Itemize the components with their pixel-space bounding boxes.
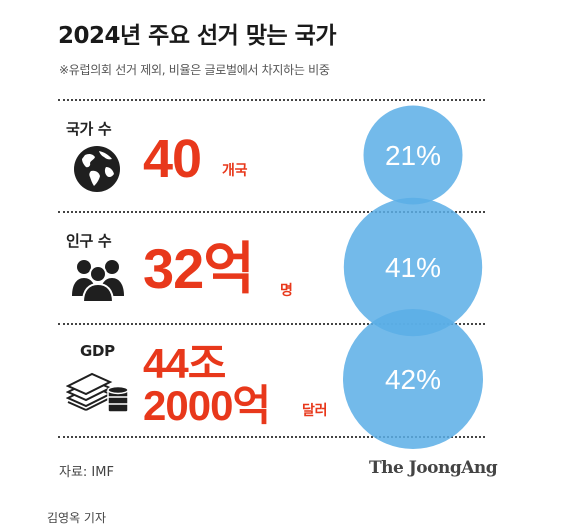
- value-gdp-line2: 2000억: [143, 382, 271, 429]
- unit-countries: 개국: [222, 163, 248, 179]
- chart-title: 2024년 주요 선거 맞는 국가: [58, 23, 336, 49]
- bubble-2: [343, 197, 483, 337]
- bubble-label-2: 41%: [385, 252, 441, 283]
- people-icon: [72, 260, 124, 302]
- unit-population: 명: [280, 283, 293, 299]
- value-countries: 40: [143, 129, 202, 189]
- divider: [58, 436, 485, 438]
- value-population: 32억: [143, 237, 255, 300]
- value-gdp-line1: 44조: [143, 340, 226, 387]
- bubble-label-3: 42%: [385, 364, 441, 395]
- globe-icon: [74, 146, 120, 192]
- divider: [58, 211, 485, 213]
- author-credit: 김영옥 기자: [47, 511, 107, 525]
- unit-gdp: 달러: [302, 403, 328, 419]
- bubble-3: [343, 309, 483, 449]
- brand-logo: The JoongAng: [369, 458, 498, 478]
- chart-subtitle: ※유럽의회 선거 제외, 비율은 글로벌에서 차지하는 비중: [59, 63, 330, 77]
- money-icon: [66, 372, 129, 413]
- divider: [58, 323, 485, 325]
- divider: [58, 99, 485, 101]
- row-label-countries: 국가 수: [66, 120, 112, 138]
- bubble-1: [363, 105, 463, 205]
- row-label-population: 인구 수: [66, 232, 112, 250]
- bubble-label-1: 21%: [385, 140, 441, 171]
- row-label-gdp: GDP: [80, 342, 115, 360]
- source-note: 자료: IMF: [59, 465, 114, 480]
